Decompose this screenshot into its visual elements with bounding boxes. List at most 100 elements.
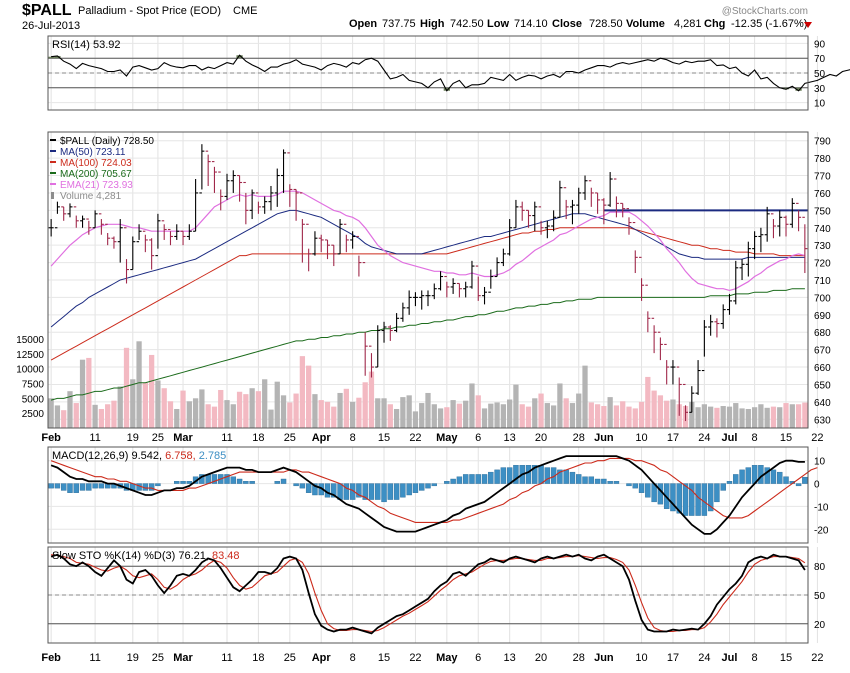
macd-histogram-bar bbox=[174, 481, 180, 484]
volume-bar bbox=[192, 398, 199, 428]
volume-bar bbox=[645, 376, 651, 428]
macd-histogram-bar bbox=[249, 481, 255, 484]
volume-bar bbox=[456, 403, 463, 428]
macd-histogram-bar bbox=[280, 478, 287, 484]
volume-bar bbox=[255, 391, 262, 428]
volume-bar bbox=[626, 406, 632, 428]
rsi-legend-label: RSI(14) 53.92 bbox=[52, 39, 120, 51]
price-legend-label: Volume 4,281 bbox=[60, 191, 122, 202]
macd-histogram-bar bbox=[707, 483, 714, 512]
x-tick-label: Apr bbox=[312, 652, 332, 664]
x-tick-label: 22 bbox=[409, 432, 421, 444]
volume-bar bbox=[594, 404, 601, 428]
volume-bar bbox=[695, 407, 701, 428]
x-tick-label: 13 bbox=[504, 652, 516, 664]
macd-histogram-bar bbox=[563, 469, 569, 484]
volume-bar bbox=[79, 359, 86, 428]
x-tick-label: 11 bbox=[221, 432, 232, 444]
volume-bar bbox=[299, 356, 306, 428]
macd-histogram-bar bbox=[544, 467, 551, 484]
macd-histogram-bar bbox=[682, 483, 689, 516]
y-tick-label: 720 bbox=[814, 259, 831, 270]
y-tick-label: 90 bbox=[814, 39, 826, 50]
volume-bar bbox=[98, 408, 105, 428]
macd-histogram-bar bbox=[211, 474, 218, 484]
volume-bar bbox=[142, 382, 148, 428]
volume-bar bbox=[48, 398, 54, 428]
ma50-line bbox=[50, 209, 805, 328]
y-tick-label: 660 bbox=[814, 363, 831, 374]
volume-bar bbox=[287, 402, 293, 428]
watermark: @StockCharts.com bbox=[722, 6, 808, 17]
x-tick-label: 19 bbox=[127, 652, 139, 664]
macd-histogram-bar bbox=[714, 483, 720, 503]
volume-bar bbox=[186, 401, 192, 428]
macd-histogram-bar bbox=[180, 481, 186, 484]
volume-bar bbox=[105, 404, 111, 428]
chg-value: -12.35 (-1.67%) bbox=[731, 18, 807, 30]
rsi-oversold-fill bbox=[782, 87, 790, 90]
volume-bar bbox=[463, 400, 469, 428]
macd-histogram-bar bbox=[79, 483, 86, 491]
legend-swatch bbox=[51, 192, 54, 199]
macd-histogram-bar bbox=[739, 469, 745, 484]
high-value: 742.50 bbox=[450, 18, 484, 30]
low-label: Low bbox=[487, 18, 509, 30]
volume-bar bbox=[406, 395, 412, 428]
y-tick-label: 750 bbox=[814, 206, 831, 217]
y-tick-label: -20 bbox=[814, 525, 829, 536]
volume-bar bbox=[770, 406, 777, 428]
volume-bar bbox=[174, 408, 180, 428]
macd-histogram-bar bbox=[73, 483, 79, 493]
macd-histogram-bar bbox=[356, 483, 362, 498]
y-tick-label: 790 bbox=[814, 137, 831, 148]
price-legend-label: EMA(21) 723.93 bbox=[60, 180, 133, 191]
x-tick-label: Jun bbox=[594, 652, 614, 664]
macd-histogram-bar bbox=[613, 481, 620, 484]
macd-histogram-bar bbox=[733, 474, 739, 484]
x-tick-label: Jul bbox=[722, 652, 738, 664]
macd-histogram-bar bbox=[362, 483, 368, 500]
x-tick-label: 17 bbox=[667, 432, 679, 444]
volume-bar bbox=[218, 389, 224, 428]
chg-label: Chg bbox=[704, 18, 725, 30]
y-tick-label: 80 bbox=[814, 562, 826, 573]
volume-bar bbox=[751, 407, 758, 428]
macd-histogram-bar bbox=[186, 481, 193, 484]
rsi-frame bbox=[47, 35, 809, 111]
volume-bar bbox=[733, 403, 739, 428]
volume-bar bbox=[714, 407, 720, 428]
stoch-k-line bbox=[50, 553, 806, 635]
stoch-legend-label: Slow STO %K(14) %D(3) 76.21, 83.48 bbox=[52, 550, 240, 562]
volume-tick-label: 15000 bbox=[16, 335, 44, 346]
volume-bar bbox=[230, 404, 236, 428]
volume-bar bbox=[280, 395, 287, 428]
volume-bar bbox=[783, 403, 789, 428]
macd-histogram-bar bbox=[582, 476, 588, 484]
macd-histogram-bar bbox=[770, 469, 777, 484]
x-tick-label: 22 bbox=[409, 652, 421, 664]
macd-histogram-bar bbox=[148, 483, 155, 491]
volume-bar bbox=[155, 380, 161, 428]
volume-bar bbox=[789, 404, 795, 428]
x-tick-label: 6 bbox=[475, 652, 481, 664]
x-tick-label: May bbox=[436, 432, 458, 444]
volume-bar bbox=[224, 400, 230, 428]
x-tick-label: 22 bbox=[811, 432, 823, 444]
macd-signal-line bbox=[50, 457, 818, 523]
volume-bar bbox=[569, 403, 576, 428]
y-tick-label: 740 bbox=[814, 224, 831, 235]
volume-bar bbox=[73, 403, 79, 428]
volume-bar bbox=[689, 401, 695, 428]
x-tick-label: 24 bbox=[698, 432, 710, 444]
macd-histogram-bar bbox=[331, 483, 337, 498]
macd-histogram-bar bbox=[444, 481, 450, 484]
macd-histogram-bar bbox=[60, 483, 67, 491]
x-tick-label: Mar bbox=[173, 652, 193, 664]
volume-bar bbox=[701, 404, 708, 428]
x-tick-label: 11 bbox=[89, 432, 100, 444]
volume-bar bbox=[387, 404, 393, 428]
volume-bar bbox=[356, 397, 362, 428]
volume-bar bbox=[318, 400, 324, 428]
